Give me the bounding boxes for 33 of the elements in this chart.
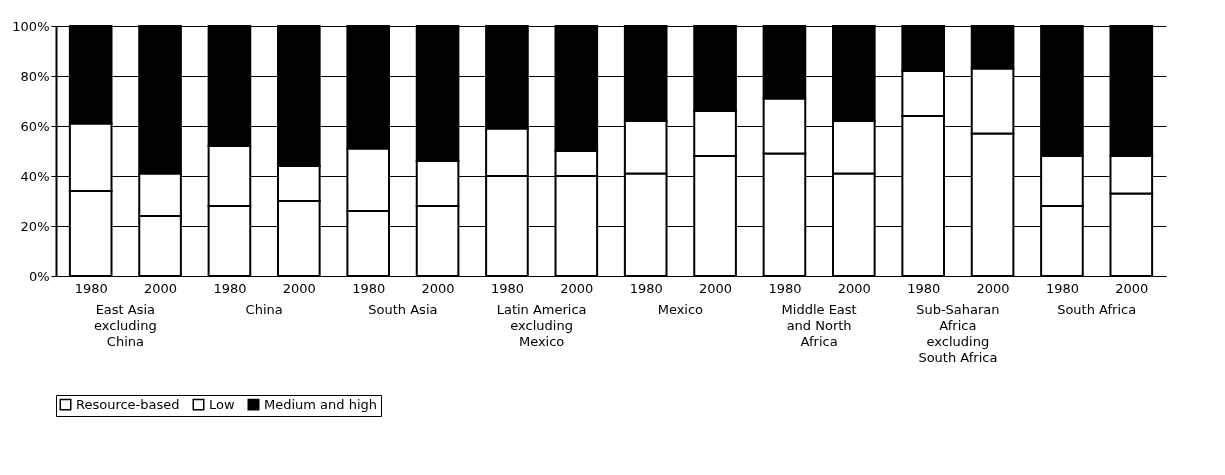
x-tick-label: 2000	[560, 280, 594, 296]
x-tick-label: 2000	[699, 280, 733, 296]
y-tick-label: 100%	[12, 18, 50, 34]
legend-label: Medium and high	[264, 396, 378, 412]
x-tick-label: 1980	[213, 280, 247, 296]
legend-label: Resource-based	[76, 396, 180, 412]
x-tick-label: 1980	[490, 280, 524, 296]
text: Middle East and North Africa	[781, 302, 857, 349]
text: Mexico	[657, 302, 704, 317]
x-tick-label: 1980	[352, 280, 386, 296]
text: China	[245, 302, 283, 317]
x-tick-label: 2000	[976, 280, 1010, 296]
text: South Asia	[368, 302, 438, 317]
text: Sub-Saharan Africa excluding South Africa	[916, 302, 1000, 365]
x-tick-label: 1980	[74, 280, 108, 296]
x-tick-label: 1980	[629, 280, 663, 296]
text: East Asia excluding China	[94, 302, 157, 349]
x-tick-label: 2000	[1115, 280, 1149, 296]
text: Latin America excluding Mexico	[496, 302, 587, 349]
text: South Africa	[1057, 302, 1137, 317]
y-tick-label: 0%	[28, 268, 50, 284]
x-tick-label: 2000	[144, 280, 178, 296]
x-tick-label: 2000	[837, 280, 871, 296]
x-tick-label: 2000	[421, 280, 455, 296]
y-tick-label: 60%	[20, 118, 50, 134]
y-tick-label: 40%	[20, 168, 50, 184]
y-tick-label: 20%	[20, 218, 50, 234]
legend-label: Low	[209, 396, 235, 412]
x-tick-label: 2000	[282, 280, 316, 296]
x-tick-label: 1980	[907, 280, 941, 296]
x-tick-label: 1980	[1045, 280, 1079, 296]
y-tick-label: 80%	[20, 68, 50, 84]
x-tick-label: 1980	[768, 280, 802, 296]
